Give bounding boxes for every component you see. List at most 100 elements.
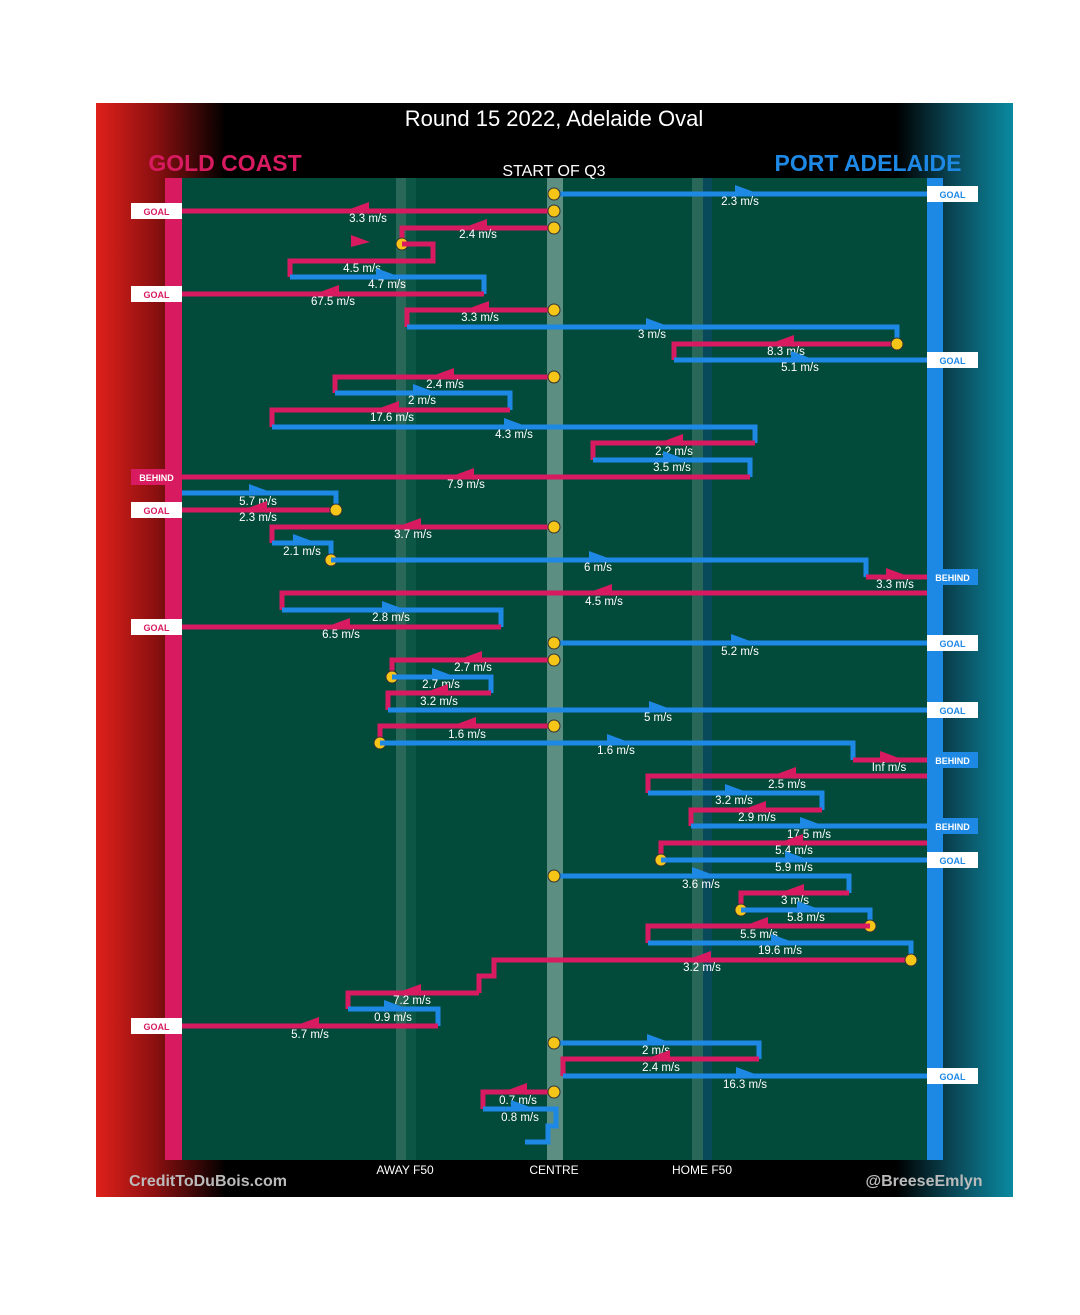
outcome-label: GOAL <box>940 356 967 366</box>
chain-segment-45: 5.5 m/s <box>645 917 870 943</box>
speed-label: 4.7 m/s <box>368 279 406 291</box>
chain-path <box>269 524 554 543</box>
outcome-label: BEHIND <box>139 473 174 483</box>
ball-up-marker <box>547 370 561 384</box>
outcome-badge <box>927 702 978 718</box>
ball-up-marker <box>904 953 918 967</box>
chain-segments: 2.3 m/s GOAL 3.3 m/s GOAL 2.4 m/s 4.5 m/s 4.7 … <box>131 185 978 1145</box>
speed-label: 4.3 m/s <box>495 429 533 441</box>
speed-label: 5.1 m/s <box>781 362 819 374</box>
direction-arrow <box>248 501 267 513</box>
direction-arrow <box>731 634 750 646</box>
chain-segment-48: 7.2 m/s <box>345 984 479 1009</box>
chain-path <box>688 807 822 826</box>
chain-segment-38: 2.9 m/s <box>688 801 822 826</box>
outcome-badge <box>131 502 182 518</box>
chain-segment-5: 67.5 m/s GOAL <box>131 285 484 308</box>
chain-segment-24: 4.5 m/s <box>279 584 927 610</box>
direction-arrow <box>382 601 401 613</box>
chain-path <box>554 1040 762 1059</box>
direction-arrow <box>470 301 489 313</box>
outcome-label: GOAL <box>144 623 171 633</box>
chain-path <box>345 990 479 1009</box>
speed-label: 67.5 m/s <box>311 296 355 308</box>
chain-segment-0: 2.3 m/s GOAL <box>547 185 978 208</box>
direction-arrow <box>435 368 454 380</box>
chain-segment-31: 5 m/s GOAL <box>388 701 978 724</box>
direction-arrow <box>384 1000 403 1012</box>
speed-label: 2.9 m/s <box>738 812 776 824</box>
direction-arrow <box>607 734 626 746</box>
ball-up-marker <box>890 337 904 351</box>
ball-up-marker <box>547 303 561 317</box>
chain-segment-19: 3.7 m/s <box>269 518 561 543</box>
chain-segment-33: 1.6 m/s <box>380 734 856 760</box>
ball-up-marker <box>547 1036 561 1050</box>
ball-up-marker <box>547 204 561 218</box>
outcome-label: GOAL <box>144 1022 171 1032</box>
chain-segment-49: 0.9 m/s <box>348 1000 441 1026</box>
chain-path <box>272 424 758 443</box>
outcome-badge <box>131 203 182 219</box>
chain-path <box>290 274 487 294</box>
outcome-label: BEHIND <box>935 573 970 583</box>
speed-label: 0.8 m/s <box>501 1112 539 1124</box>
direction-arrow <box>511 1100 530 1112</box>
direction-arrow <box>771 934 790 946</box>
outcome-label: GOAL <box>144 506 171 516</box>
speed-label: 5.9 m/s <box>775 862 813 874</box>
direction-arrow <box>508 1083 527 1095</box>
chain-segment-6: 3.3 m/s <box>404 301 561 327</box>
speed-label: 7.9 m/s <box>447 479 485 491</box>
chain-segment-29: 2.7 m/s <box>392 668 494 693</box>
chain-segment-14: 2.2 m/s <box>590 434 755 460</box>
direction-arrow <box>331 618 350 630</box>
direction-arrow <box>651 1050 670 1062</box>
outcome-badge <box>927 1068 978 1084</box>
speed-label: 3.3 m/s <box>876 579 914 591</box>
outcome-badge <box>927 569 978 585</box>
chain-segment-41: 5.9 m/s GOAL <box>661 851 978 874</box>
speed-label: 4.5 m/s <box>585 596 623 608</box>
speed-label: 3.2 m/s <box>683 962 721 974</box>
outcome-label: GOAL <box>940 706 967 716</box>
direction-arrow <box>775 335 794 347</box>
speed-label: 2.7 m/s <box>422 679 460 691</box>
outcome-label: BEHIND <box>935 756 970 766</box>
outcome-badge <box>927 635 978 651</box>
direction-arrow <box>725 784 744 796</box>
speed-label: 17.6 m/s <box>370 412 414 424</box>
port-adelaide-team-name: PORT ADELAIDE <box>775 150 962 176</box>
credit-right: @BreeseEmlyn <box>866 1173 983 1190</box>
speed-label: 3.7 m/s <box>394 529 432 541</box>
speed-label: 5.8 m/s <box>787 912 825 924</box>
axis-label-0: AWAY F50 <box>376 1163 434 1177</box>
chain-segment-30: 3.2 m/s <box>385 684 491 710</box>
outcome-badge <box>927 852 978 868</box>
direction-arrow <box>402 518 421 530</box>
chain-path <box>554 873 852 893</box>
speed-label: 3.3 m/s <box>349 213 387 225</box>
speed-label: 2.3 m/s <box>721 196 759 208</box>
chain-path <box>560 1056 759 1076</box>
direction-arrow <box>647 1034 666 1046</box>
speed-label: 4.5 m/s <box>343 263 381 275</box>
chain-path <box>269 407 510 427</box>
direction-arrow <box>429 684 448 696</box>
outcome-badge <box>131 619 182 635</box>
direction-arrow <box>664 434 683 446</box>
speed-label: 5.7 m/s <box>239 496 277 508</box>
direction-arrow <box>886 568 905 580</box>
direction-arrow <box>646 318 665 330</box>
direction-arrow <box>504 418 523 430</box>
chain-segment-47: 3.2 m/s <box>476 951 918 993</box>
speed-label: 3.2 m/s <box>715 795 753 807</box>
direction-arrow <box>791 351 810 363</box>
speed-label: 2 m/s <box>408 395 436 407</box>
speed-label: 2.4 m/s <box>426 379 464 391</box>
chain-segment-23: BEHIND <box>927 569 978 585</box>
port-adelaide-goal-line <box>927 178 943 1160</box>
speed-label: 3.2 m/s <box>420 696 458 708</box>
chain-segment-37: 3.2 m/s <box>648 784 825 810</box>
direction-arrow <box>784 834 803 846</box>
